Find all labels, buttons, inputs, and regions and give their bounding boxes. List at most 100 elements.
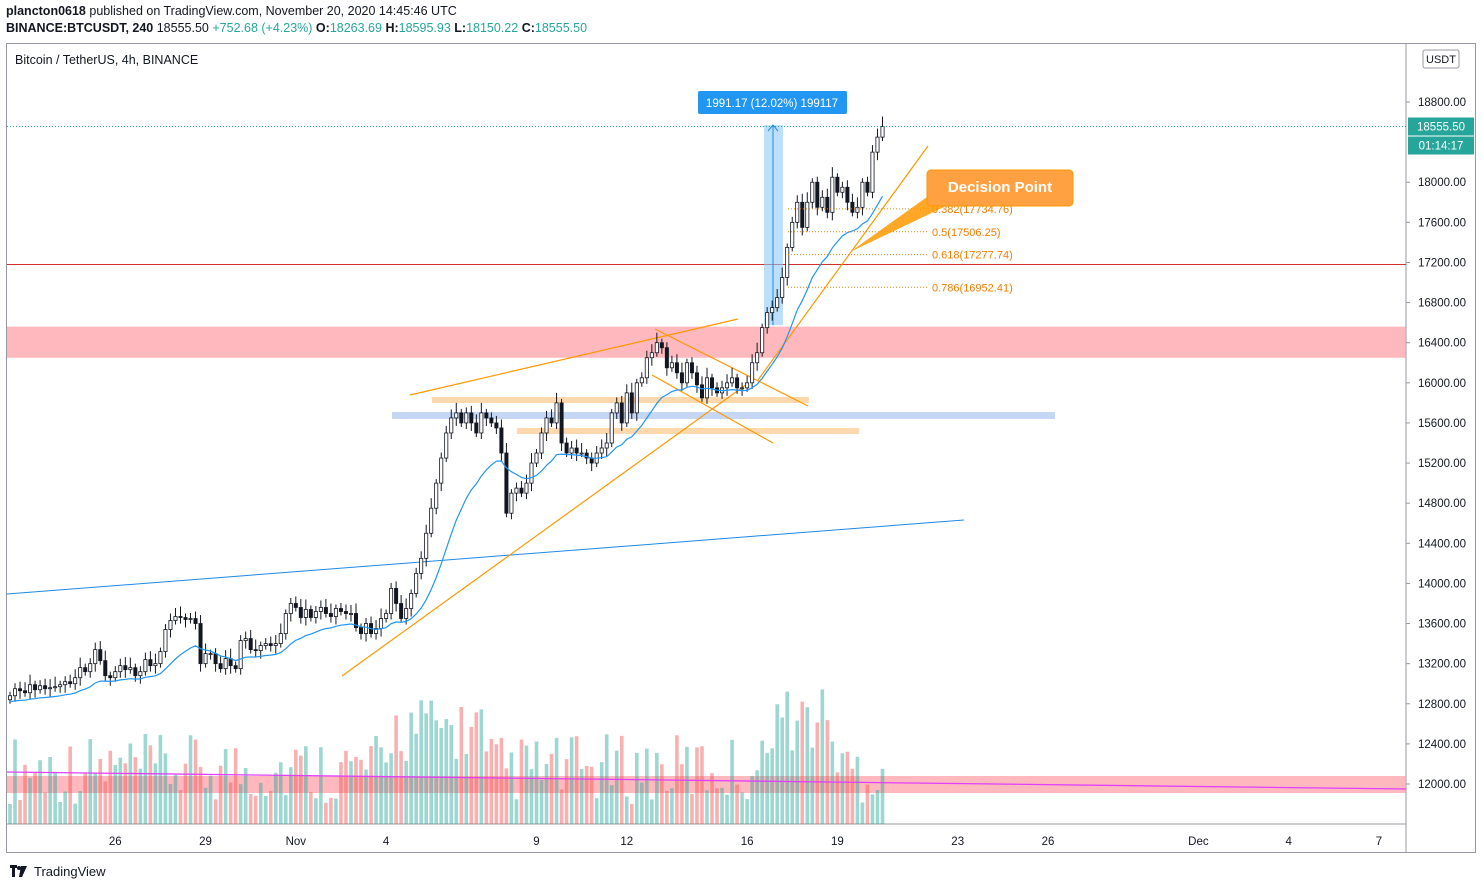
candle <box>604 432 609 457</box>
volume-bar <box>745 799 749 824</box>
candle-body <box>614 402 619 414</box>
candle <box>43 678 48 695</box>
candle-body <box>429 507 434 534</box>
volume-bar <box>710 773 714 824</box>
candle-body <box>73 677 78 685</box>
volume-bar <box>840 753 845 824</box>
candle <box>98 641 103 665</box>
volume-bar <box>324 802 328 824</box>
candle <box>760 323 765 357</box>
candle-body <box>198 623 203 665</box>
volume-zone <box>7 776 1406 793</box>
volume-bar <box>614 750 619 824</box>
volume-bar <box>489 739 494 824</box>
candle-body <box>439 457 444 484</box>
volume-bar <box>725 794 729 824</box>
candle <box>629 382 634 419</box>
candle <box>459 408 464 427</box>
candle <box>103 650 108 682</box>
volume-bar <box>700 746 704 824</box>
x-tick-label: 23 <box>951 836 964 848</box>
candle-body <box>750 362 755 384</box>
candle-body <box>524 482 529 494</box>
volume-bar <box>48 757 52 824</box>
candle-body <box>414 572 419 594</box>
candle-body <box>293 603 298 608</box>
volume-bar <box>855 756 860 824</box>
candle <box>579 443 584 458</box>
candle-body <box>213 653 218 665</box>
volume-bar <box>349 761 353 824</box>
callout-text: Decision Point <box>948 179 1052 196</box>
candle-body <box>389 588 394 614</box>
candle-body <box>258 645 263 652</box>
candle <box>308 605 313 622</box>
author[interactable]: plancton0618 <box>6 4 86 18</box>
candle <box>143 652 148 676</box>
candle <box>534 449 539 468</box>
candle-body <box>699 384 704 399</box>
candle-body <box>634 382 639 414</box>
candle-body <box>544 417 549 434</box>
candle <box>379 608 384 637</box>
candle-body <box>454 412 459 419</box>
volume-bar <box>720 787 724 824</box>
volume-bar <box>810 747 815 824</box>
candle <box>474 414 479 437</box>
candle <box>113 666 118 682</box>
brand-name[interactable]: TradingView <box>34 864 106 879</box>
volume-bar <box>409 712 413 824</box>
candle <box>609 408 614 448</box>
candle-body <box>38 685 43 691</box>
candle <box>343 604 348 620</box>
volume-bar <box>640 782 644 824</box>
volume-bar <box>289 767 293 824</box>
candle <box>158 647 163 668</box>
candle <box>564 437 569 458</box>
candle <box>850 193 855 217</box>
candle-body <box>725 382 730 389</box>
volume-bar <box>258 782 263 824</box>
volume-bar <box>364 769 368 824</box>
candle-body <box>23 690 28 694</box>
candle-body <box>474 422 479 434</box>
candle-body <box>539 432 544 454</box>
candle-body <box>384 613 389 619</box>
candle-body <box>815 181 820 208</box>
volume-bar <box>344 750 348 824</box>
candle-body <box>223 658 228 670</box>
volume-bar <box>133 757 138 824</box>
candle-body <box>158 651 163 665</box>
volume-bar <box>53 771 57 824</box>
candle-body <box>353 613 358 628</box>
candle <box>745 375 750 392</box>
candle <box>424 524 429 567</box>
volume-bar <box>820 689 825 824</box>
volume-bar <box>850 768 855 824</box>
y-tick-label: 17200.00 <box>1418 257 1466 269</box>
candle <box>509 489 514 520</box>
volume-bar <box>534 741 539 824</box>
candle <box>454 402 459 426</box>
y-tick-label: 14400.00 <box>1418 538 1466 550</box>
candle <box>544 410 549 441</box>
candle-body <box>534 452 539 464</box>
volume-bar <box>800 701 805 824</box>
volume-bar <box>8 804 12 824</box>
volume-bar <box>865 784 870 824</box>
candle-body <box>444 432 449 459</box>
volume-bar <box>243 768 248 824</box>
candle <box>298 598 303 624</box>
candle-body <box>569 447 574 454</box>
candle <box>434 479 439 515</box>
candle <box>193 611 198 630</box>
symbol: BINANCE:BTCUSDT, 240 <box>6 21 154 35</box>
candle <box>353 603 358 632</box>
candle-body <box>193 618 198 624</box>
candle-body <box>810 181 815 203</box>
candle-body <box>243 638 248 641</box>
candle-body <box>649 352 654 359</box>
candle <box>684 358 689 387</box>
volume-bar <box>760 740 764 824</box>
